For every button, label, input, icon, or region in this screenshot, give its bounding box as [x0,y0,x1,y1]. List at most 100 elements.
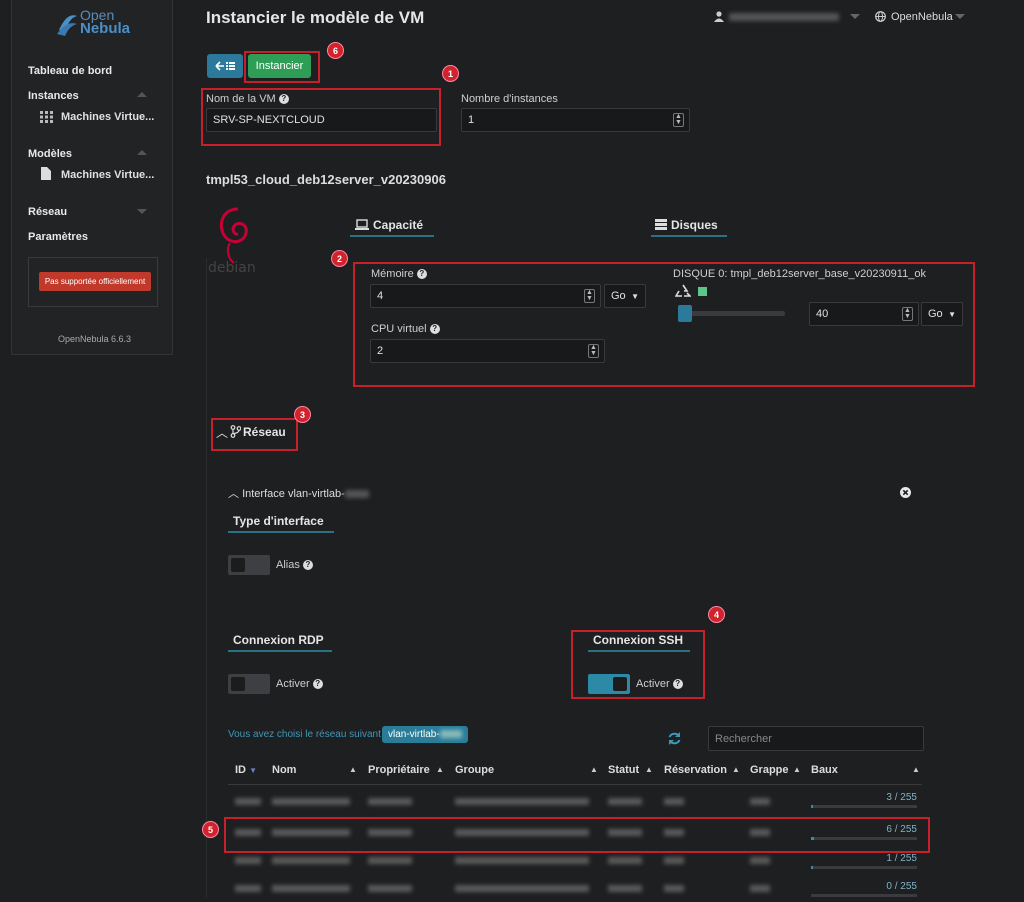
instances-label: Nombre d'instances [461,93,558,105]
chevron-down-icon[interactable] [955,14,965,19]
ssh-toggle-label: Activer ? [636,678,683,690]
search-input[interactable]: Rechercher [708,726,924,751]
back-list-icon [215,61,235,71]
memory-unit-select[interactable]: Go ▼ [604,284,646,308]
cpu-input[interactable]: 2 ▲ ▼ [370,339,605,363]
header-underline [228,531,334,533]
instances-input[interactable]: 1 ▲ ▼ [461,108,690,132]
refresh-icon[interactable] [667,731,682,746]
recycle-icon[interactable] [675,284,691,298]
sort-icon[interactable]: ▲ [732,765,740,774]
memory-input[interactable]: 4 ▲ ▼ [370,284,601,308]
column-header-owner[interactable]: Propriétaire [368,764,430,776]
sidebar-item-settings[interactable]: Paramètres [28,231,88,243]
annotation-badge-2: 2 [331,250,348,267]
vm-name-input[interactable]: SRV-SP-NEXTCLOUD [206,108,437,132]
disk-label: DISQUE 0: tmpl_deb12server_base_v2023091… [673,268,926,280]
laptop-icon [355,219,369,230]
chevron-down-icon[interactable] [850,14,860,19]
leases-bar [811,805,917,808]
disk-size-input[interactable]: 40 ▲ ▼ [809,302,919,326]
unsupported-badge: Pas supportée officiellement [39,272,151,291]
column-header-reservation[interactable]: Réservation [664,764,727,776]
sort-desc-icon: ▼ [249,766,257,775]
column-header-cluster[interactable]: Grappe [750,764,789,776]
help-icon: ? [416,269,427,280]
alias-toggle[interactable] [228,555,270,575]
sort-icon[interactable]: ▲ [349,765,357,774]
help-icon: ? [429,324,440,335]
sort-icon[interactable]: ▲ [645,765,653,774]
interface-header[interactable]: ︿ Interface vlan-virtlab- [228,485,369,501]
tab-disks[interactable]: Disques [671,218,718,232]
column-header-leases[interactable]: Baux [811,764,838,776]
opennebula-logo-icon[interactable] [55,8,79,38]
tab-underline [350,235,434,237]
sidebar-item-dashboard[interactable]: Tableau de bord [28,65,113,77]
zone-selector[interactable]: OpenNebula [891,11,953,23]
column-header-name[interactable]: Nom [272,764,297,776]
chevron-up-icon: ︿ [228,488,239,500]
user-icon [714,11,724,22]
help-icon: ? [312,679,323,690]
stepper-icon: ▲ ▼ [584,289,595,303]
help-icon: ? [278,94,289,105]
collapse-icon[interactable] [137,92,147,97]
sort-icon[interactable]: ▲ [590,765,598,774]
disk-unit-select[interactable]: Go ▼ [921,302,963,326]
svg-text:debian: debian [208,260,256,275]
rdp-toggle[interactable] [228,674,270,694]
unsupported-box [28,257,158,307]
globe-icon [875,11,886,22]
annotation-badge-1: 1 [442,65,459,82]
help-icon: ? [302,560,313,571]
sidebar-item-vm-instances[interactable]: Machines Virtue... [61,111,155,123]
ssh-toggle[interactable] [588,674,630,694]
annotation-badge-5: 5 [202,821,219,838]
logo-text-open: Open [80,7,115,23]
annotation-box-3 [211,418,298,451]
help-icon: ? [672,679,683,690]
table-row[interactable]: 3 / 255 [228,788,922,818]
annotation-badge-6: 6 [327,42,344,59]
sidebar-item-templates[interactable]: Modèles [28,148,73,160]
rdp-toggle-label: Activer ? [276,678,323,690]
sidebar-item-vm-templates[interactable]: Machines Virtue... [61,169,155,181]
chevron-up-icon[interactable]: ︿ [216,426,229,440]
expand-icon[interactable] [137,209,147,214]
collapse-icon[interactable] [137,150,147,155]
slider-handle[interactable] [678,305,692,322]
leases-value: 3 / 255 [886,792,917,803]
sort-icon[interactable]: ▲ [912,765,920,774]
leases-value: 6 / 255 [886,824,917,835]
leases-value: 1 / 255 [886,853,917,864]
column-header-id[interactable]: ID ▼ [235,764,257,776]
table-row[interactable]: 0 / 255 [228,876,922,900]
sidebar-item-network[interactable]: Réseau [28,206,68,218]
table-row[interactable]: 1 / 255 [228,852,922,874]
sidebar-item-instances[interactable]: Instances [28,90,79,102]
close-icon[interactable] [900,487,911,498]
sort-icon[interactable]: ▲ [793,765,801,774]
table-row-selected[interactable]: 6 / 255 [228,818,922,852]
chevron-down-icon: ▼ [631,291,639,301]
file-icon [41,167,51,180]
annotation-box-6 [244,51,320,83]
network-section-toggle[interactable]: Réseau [243,425,286,439]
chevron-down-icon: ▼ [948,309,956,319]
disk-size-slider[interactable] [678,311,785,316]
tab-underline [651,235,727,237]
column-header-status[interactable]: Statut [608,764,640,776]
status-square-icon [698,287,707,296]
back-button[interactable] [207,54,243,78]
grid-icon [40,111,53,123]
sort-icon[interactable]: ▲ [436,765,444,774]
page-title: Instancier le modèle de VM [206,8,425,27]
username-blurred[interactable] [729,13,839,21]
memory-label: Mémoire ? [371,268,427,280]
header-underline [588,650,690,652]
instantiate-button[interactable]: Instancier [248,54,311,78]
tab-capacity[interactable]: Capacité [373,218,424,232]
column-header-group[interactable]: Groupe [455,764,495,776]
table-divider [228,784,922,785]
